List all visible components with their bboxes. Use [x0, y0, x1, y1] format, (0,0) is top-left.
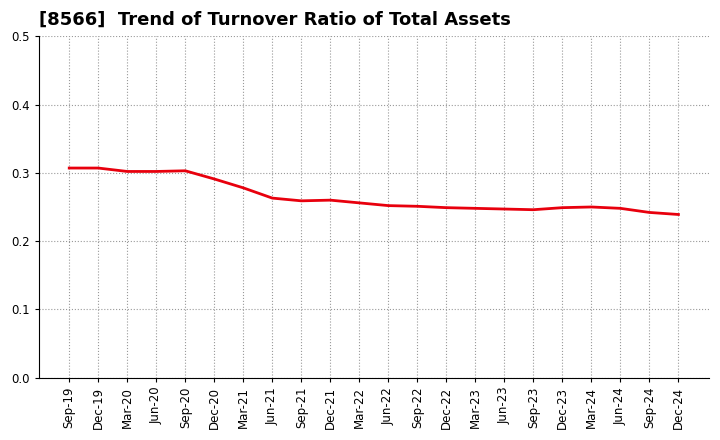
Text: [8566]  Trend of Turnover Ratio of Total Assets: [8566] Trend of Turnover Ratio of Total …	[39, 11, 510, 29]
